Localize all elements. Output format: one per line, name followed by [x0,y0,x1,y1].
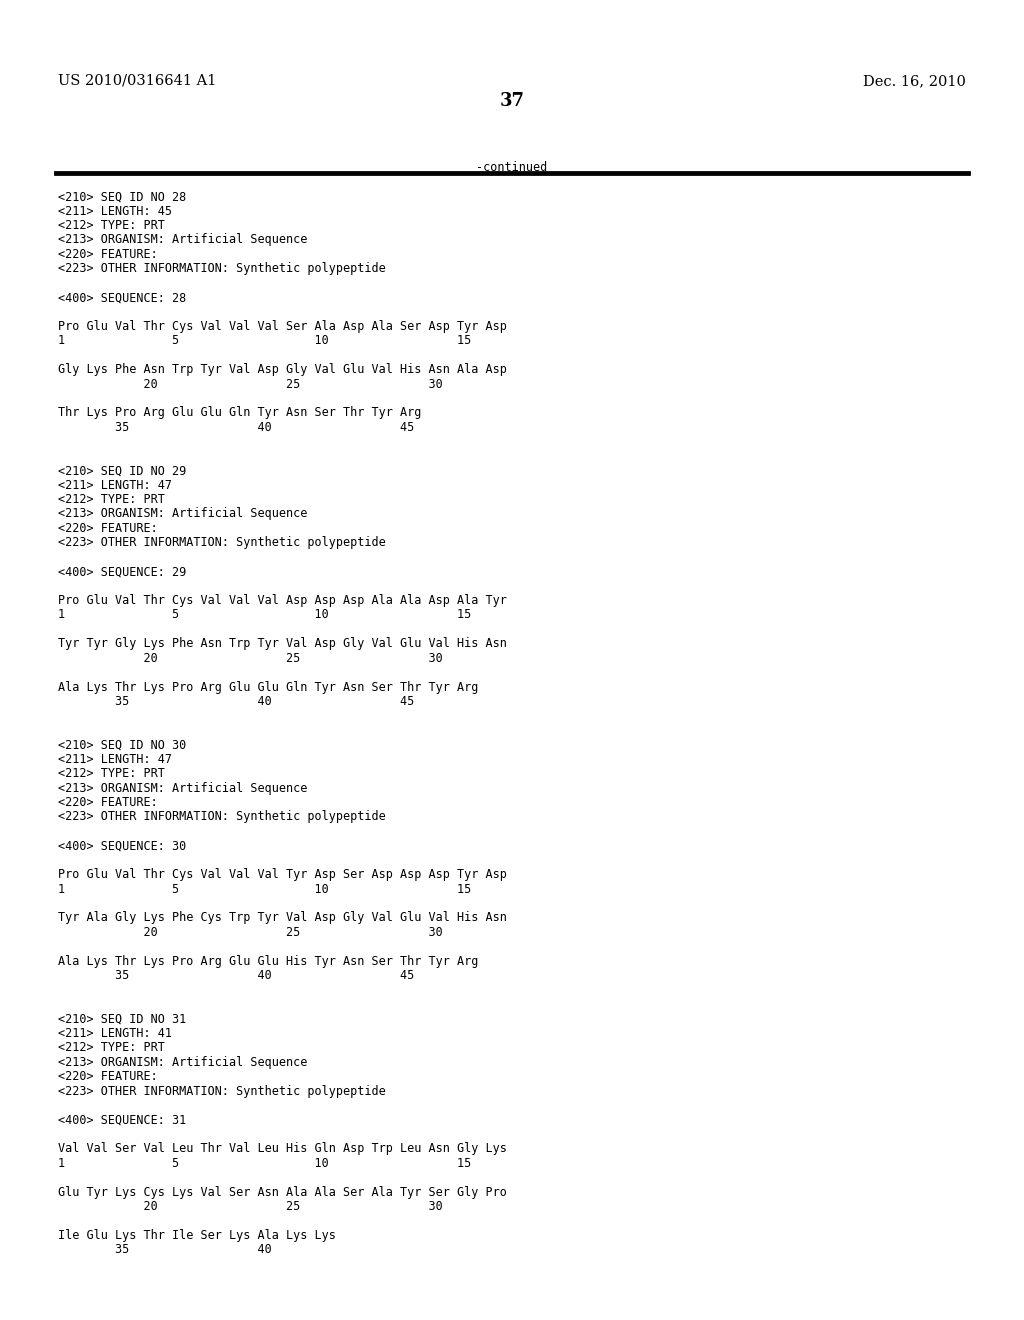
Text: <213> ORGANISM: Artificial Sequence: <213> ORGANISM: Artificial Sequence [58,507,308,520]
Text: <220> FEATURE:: <220> FEATURE: [58,1071,158,1084]
Text: <210> SEQ ID NO 31: <210> SEQ ID NO 31 [58,1012,186,1026]
Text: 20                  25                  30: 20 25 30 [58,652,443,665]
Text: 35                  40                  45: 35 40 45 [58,696,415,708]
Text: Pro Glu Val Thr Cys Val Val Val Tyr Asp Ser Asp Asp Asp Tyr Asp: Pro Glu Val Thr Cys Val Val Val Tyr Asp … [58,869,507,882]
Text: 20                  25                  30: 20 25 30 [58,378,443,391]
Text: <213> ORGANISM: Artificial Sequence: <213> ORGANISM: Artificial Sequence [58,234,308,247]
Text: <210> SEQ ID NO 29: <210> SEQ ID NO 29 [58,465,186,478]
Text: <212> TYPE: PRT: <212> TYPE: PRT [58,219,165,232]
Text: Thr Lys Pro Arg Glu Glu Gln Tyr Asn Ser Thr Tyr Arg: Thr Lys Pro Arg Glu Glu Gln Tyr Asn Ser … [58,407,422,420]
Text: 35                  40                  45: 35 40 45 [58,969,415,982]
Text: Pro Glu Val Thr Cys Val Val Val Asp Asp Asp Ala Ala Asp Ala Tyr: Pro Glu Val Thr Cys Val Val Val Asp Asp … [58,594,507,607]
Text: <220> FEATURE:: <220> FEATURE: [58,521,158,535]
Text: -continued: -continued [476,161,548,174]
Text: 20                  25                  30: 20 25 30 [58,1200,443,1213]
Text: Tyr Ala Gly Lys Phe Cys Trp Tyr Val Asp Gly Val Glu Val His Asn: Tyr Ala Gly Lys Phe Cys Trp Tyr Val Asp … [58,911,507,924]
Text: 1               5                   10                  15: 1 5 10 15 [58,883,472,895]
Text: Val Val Ser Val Leu Thr Val Leu His Gln Asp Trp Leu Asn Gly Lys: Val Val Ser Val Leu Thr Val Leu His Gln … [58,1142,507,1155]
Text: 1               5                   10                  15: 1 5 10 15 [58,1156,472,1170]
Text: <210> SEQ ID NO 30: <210> SEQ ID NO 30 [58,738,186,751]
Text: <400> SEQUENCE: 31: <400> SEQUENCE: 31 [58,1114,186,1126]
Text: <210> SEQ ID NO 28: <210> SEQ ID NO 28 [58,190,186,203]
Text: <223> OTHER INFORMATION: Synthetic polypeptide: <223> OTHER INFORMATION: Synthetic polyp… [58,263,386,275]
Text: <211> LENGTH: 47: <211> LENGTH: 47 [58,479,172,491]
Text: 37: 37 [500,92,524,111]
Text: Ile Glu Lys Thr Ile Ser Lys Ala Lys Lys: Ile Glu Lys Thr Ile Ser Lys Ala Lys Lys [58,1229,336,1242]
Text: <400> SEQUENCE: 29: <400> SEQUENCE: 29 [58,565,186,578]
Text: 35                  40                  45: 35 40 45 [58,421,415,434]
Text: 1               5                   10                  15: 1 5 10 15 [58,609,472,622]
Text: Ala Lys Thr Lys Pro Arg Glu Glu His Tyr Asn Ser Thr Tyr Arg: Ala Lys Thr Lys Pro Arg Glu Glu His Tyr … [58,954,479,968]
Text: <223> OTHER INFORMATION: Synthetic polypeptide: <223> OTHER INFORMATION: Synthetic polyp… [58,536,386,549]
Text: <211> LENGTH: 45: <211> LENGTH: 45 [58,205,172,218]
Text: <400> SEQUENCE: 28: <400> SEQUENCE: 28 [58,292,186,304]
Text: <213> ORGANISM: Artificial Sequence: <213> ORGANISM: Artificial Sequence [58,1056,308,1069]
Text: 35                  40: 35 40 [58,1243,272,1257]
Text: <220> FEATURE:: <220> FEATURE: [58,248,158,261]
Text: <213> ORGANISM: Artificial Sequence: <213> ORGANISM: Artificial Sequence [58,781,308,795]
Text: Tyr Tyr Gly Lys Phe Asn Trp Tyr Val Asp Gly Val Glu Val His Asn: Tyr Tyr Gly Lys Phe Asn Trp Tyr Val Asp … [58,638,507,651]
Text: <220> FEATURE:: <220> FEATURE: [58,796,158,809]
Text: 1               5                   10                  15: 1 5 10 15 [58,334,472,347]
Text: US 2010/0316641 A1: US 2010/0316641 A1 [58,74,217,88]
Text: <211> LENGTH: 47: <211> LENGTH: 47 [58,752,172,766]
Text: 20                  25                  30: 20 25 30 [58,925,443,939]
Text: <223> OTHER INFORMATION: Synthetic polypeptide: <223> OTHER INFORMATION: Synthetic polyp… [58,1085,386,1098]
Text: Pro Glu Val Thr Cys Val Val Val Ser Ala Asp Ala Ser Asp Tyr Asp: Pro Glu Val Thr Cys Val Val Val Ser Ala … [58,319,507,333]
Text: Glu Tyr Lys Cys Lys Val Ser Asn Ala Ala Ser Ala Tyr Ser Gly Pro: Glu Tyr Lys Cys Lys Val Ser Asn Ala Ala … [58,1185,507,1199]
Text: <212> TYPE: PRT: <212> TYPE: PRT [58,494,165,506]
Text: <223> OTHER INFORMATION: Synthetic polypeptide: <223> OTHER INFORMATION: Synthetic polyp… [58,810,386,824]
Text: <212> TYPE: PRT: <212> TYPE: PRT [58,767,165,780]
Text: Ala Lys Thr Lys Pro Arg Glu Glu Gln Tyr Asn Ser Thr Tyr Arg: Ala Lys Thr Lys Pro Arg Glu Glu Gln Tyr … [58,681,479,693]
Text: <211> LENGTH: 41: <211> LENGTH: 41 [58,1027,172,1040]
Text: Dec. 16, 2010: Dec. 16, 2010 [863,74,966,88]
Text: Gly Lys Phe Asn Trp Tyr Val Asp Gly Val Glu Val His Asn Ala Asp: Gly Lys Phe Asn Trp Tyr Val Asp Gly Val … [58,363,507,376]
Text: <212> TYPE: PRT: <212> TYPE: PRT [58,1041,165,1055]
Text: <400> SEQUENCE: 30: <400> SEQUENCE: 30 [58,840,186,853]
